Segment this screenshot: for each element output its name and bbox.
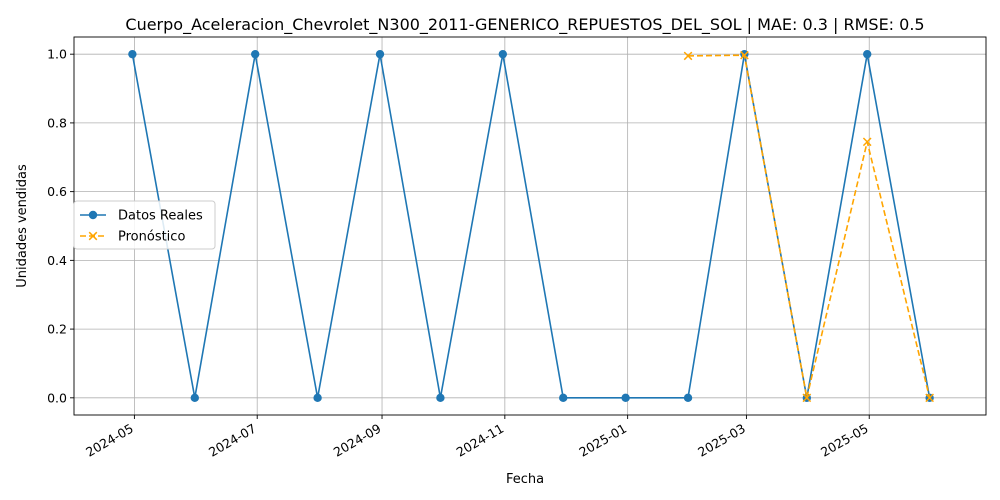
data-point	[250, 49, 260, 59]
data-point	[190, 393, 199, 403]
y-tick-label: 0.0	[47, 390, 67, 405]
x-tick-label: 2024-09	[331, 421, 384, 460]
data-point	[925, 393, 934, 403]
series-forecast	[683, 50, 934, 403]
data-point	[862, 137, 872, 147]
data-point	[88, 210, 98, 220]
data-point	[436, 393, 445, 403]
data-point	[559, 393, 568, 403]
legend-entry: Datos Reales	[80, 209, 203, 224]
series-line	[131, 54, 931, 399]
y-tick-label: 0.6	[47, 184, 67, 199]
x-tick-label: 2024-07	[206, 421, 259, 460]
data-point	[128, 49, 137, 59]
y-tick-label: 0.8	[47, 115, 67, 130]
series-line	[687, 54, 931, 398]
x-axis-label: Fecha	[506, 472, 544, 487]
y-tick-label: 0.4	[47, 253, 67, 268]
y-axis-ticks: 0.0 0.2 0.4 0.6 0.8 1.0	[47, 47, 74, 405]
data-point	[621, 393, 630, 403]
legend-label: Pronóstico	[118, 230, 185, 245]
x-tick-label: 2025-05	[818, 421, 871, 460]
legend-box	[73, 200, 216, 250]
data-point	[683, 393, 693, 403]
x-tick-label: 2024-11	[454, 421, 507, 460]
data-point	[375, 49, 385, 59]
legend: Datos Reales Pronóstico	[73, 200, 216, 250]
data-point	[740, 50, 749, 60]
data-point	[498, 49, 508, 59]
y-tick-label: 1.0	[47, 47, 67, 62]
legend-entry: Pronóstico	[80, 230, 185, 245]
data-point	[683, 51, 693, 61]
data-point	[88, 231, 98, 241]
x-axis-ticks: 2024-05 2024-07 2024-09 2024-11 2025-01 2025-…	[83, 415, 871, 460]
x-tick-label: 2025-01	[576, 421, 629, 460]
data-point	[313, 393, 322, 403]
x-tick-label: 2025-03	[695, 421, 748, 460]
y-tick-label: 0.2	[47, 322, 67, 337]
data-point	[802, 393, 812, 403]
data-point	[863, 49, 872, 59]
x-tick-label: 2024-05	[83, 421, 136, 460]
y-axis-label: Unidades vendidas	[15, 164, 30, 288]
legend-label: Datos Reales	[118, 209, 203, 224]
series-actual	[128, 49, 934, 403]
chart-title: Cuerpo_Aceleracion_Chevrolet_N300_2011-G…	[125, 15, 924, 35]
series-layer	[128, 49, 934, 403]
grid-layer	[74, 37, 986, 415]
